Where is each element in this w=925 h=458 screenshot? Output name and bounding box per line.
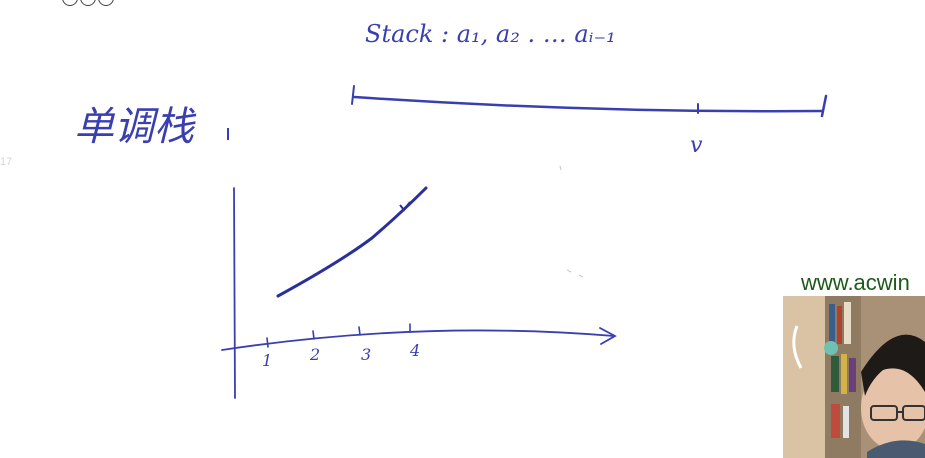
stray-mark (566, 269, 572, 273)
plot-axes (221, 187, 617, 399)
tick-label-4: 4 (409, 341, 420, 360)
curve-mark (399, 201, 411, 212)
toolbar-circles-icon[interactable] (62, 0, 114, 6)
stray-mark (559, 165, 562, 171)
stack-label: Stack : a₁, a₂ . … aᵢ₋₁ (365, 20, 616, 48)
heading: 单调栈 (74, 104, 197, 150)
watermark: www.acwin (801, 270, 910, 295)
webcam-feed (783, 296, 925, 458)
tick-label-2: 2 (309, 345, 320, 364)
tick-label-1: 1 (262, 351, 272, 370)
tick-label-3: 3 (361, 345, 371, 364)
stray-mark (578, 274, 584, 278)
segment (351, 85, 828, 118)
faint-marker: 17 (0, 156, 13, 168)
segment-label: v (690, 133, 703, 158)
increasing-curve (276, 186, 428, 298)
